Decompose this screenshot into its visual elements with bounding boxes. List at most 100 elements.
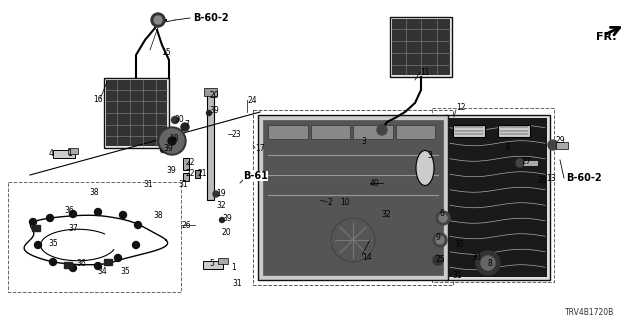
Text: 20: 20 bbox=[209, 91, 219, 100]
Text: 22: 22 bbox=[185, 169, 195, 178]
Bar bbox=[104, 78, 169, 148]
Bar bbox=[392, 19, 450, 75]
Circle shape bbox=[439, 214, 447, 222]
Circle shape bbox=[160, 129, 184, 153]
Circle shape bbox=[47, 214, 54, 221]
Bar bbox=[445, 115, 550, 280]
Text: 31: 31 bbox=[452, 271, 461, 281]
Text: 40: 40 bbox=[370, 179, 380, 188]
Bar bbox=[203, 261, 223, 269]
Circle shape bbox=[433, 233, 447, 247]
Circle shape bbox=[481, 256, 495, 270]
Circle shape bbox=[213, 191, 219, 197]
Circle shape bbox=[49, 259, 56, 266]
Circle shape bbox=[115, 254, 122, 261]
Text: 21: 21 bbox=[198, 169, 207, 178]
Bar bbox=[253, 110, 453, 285]
Text: 3: 3 bbox=[427, 150, 432, 159]
Text: 35: 35 bbox=[120, 267, 130, 276]
Circle shape bbox=[181, 123, 189, 131]
Text: 39: 39 bbox=[166, 165, 176, 174]
Circle shape bbox=[154, 16, 162, 24]
Text: 23: 23 bbox=[232, 130, 242, 139]
Circle shape bbox=[172, 116, 179, 124]
Text: TRV4B1720B: TRV4B1720B bbox=[565, 308, 614, 317]
Circle shape bbox=[151, 13, 165, 27]
Text: 39: 39 bbox=[222, 213, 232, 222]
Text: 30: 30 bbox=[471, 253, 481, 262]
Text: 31: 31 bbox=[232, 279, 242, 289]
Bar bbox=[263, 120, 443, 275]
Circle shape bbox=[95, 262, 102, 269]
Bar bbox=[68, 148, 78, 154]
Text: 2: 2 bbox=[327, 197, 332, 206]
Circle shape bbox=[433, 255, 443, 265]
Text: 7: 7 bbox=[184, 119, 189, 129]
Text: 15: 15 bbox=[161, 47, 171, 57]
Bar bbox=[556, 142, 568, 149]
Text: 4: 4 bbox=[49, 148, 54, 157]
Text: B-60-2: B-60-2 bbox=[193, 13, 228, 23]
Circle shape bbox=[220, 218, 225, 222]
Text: 29: 29 bbox=[556, 135, 566, 145]
Ellipse shape bbox=[416, 150, 434, 186]
Bar bbox=[183, 173, 189, 181]
Text: 32: 32 bbox=[381, 210, 390, 219]
Bar bbox=[268, 125, 307, 139]
Text: 28: 28 bbox=[538, 175, 547, 185]
Text: 38: 38 bbox=[89, 188, 99, 196]
Text: 30: 30 bbox=[174, 115, 184, 124]
Text: 3: 3 bbox=[361, 137, 366, 146]
Text: 34: 34 bbox=[97, 268, 107, 276]
Text: 12: 12 bbox=[456, 102, 465, 111]
Text: 22: 22 bbox=[185, 157, 195, 166]
Circle shape bbox=[377, 125, 387, 135]
Text: B-61: B-61 bbox=[243, 171, 268, 181]
Text: 19: 19 bbox=[216, 188, 226, 197]
Text: 30: 30 bbox=[454, 239, 464, 249]
Circle shape bbox=[132, 242, 140, 249]
Text: 9: 9 bbox=[436, 233, 441, 242]
Text: 10: 10 bbox=[340, 197, 349, 206]
Text: 31: 31 bbox=[143, 180, 152, 188]
Bar bbox=[396, 125, 435, 139]
Text: 27: 27 bbox=[521, 156, 531, 165]
Text: 39: 39 bbox=[209, 106, 219, 115]
Circle shape bbox=[161, 148, 166, 153]
Text: 6: 6 bbox=[440, 209, 445, 218]
Circle shape bbox=[476, 251, 500, 275]
Text: 18: 18 bbox=[169, 133, 179, 142]
Circle shape bbox=[168, 137, 176, 145]
Bar bbox=[310, 125, 350, 139]
Text: 11: 11 bbox=[420, 68, 429, 76]
Circle shape bbox=[134, 221, 141, 228]
Bar bbox=[195, 170, 200, 178]
Text: 26: 26 bbox=[181, 220, 191, 229]
Bar bbox=[64, 262, 72, 268]
Bar bbox=[207, 90, 214, 200]
Bar bbox=[53, 150, 75, 158]
Bar bbox=[498, 125, 530, 137]
Bar bbox=[106, 80, 167, 146]
Text: 20: 20 bbox=[222, 228, 232, 236]
Text: 1: 1 bbox=[231, 263, 236, 273]
Circle shape bbox=[70, 265, 77, 271]
Text: 25: 25 bbox=[436, 255, 445, 265]
Text: 8: 8 bbox=[487, 259, 492, 268]
Circle shape bbox=[548, 140, 558, 150]
Bar bbox=[453, 125, 485, 137]
Text: 3: 3 bbox=[504, 142, 509, 151]
Bar bbox=[218, 258, 228, 264]
Bar bbox=[353, 125, 392, 139]
Text: 37: 37 bbox=[68, 223, 77, 233]
Bar bbox=[204, 88, 217, 96]
Circle shape bbox=[29, 219, 36, 226]
Text: 16: 16 bbox=[93, 94, 102, 103]
Bar bbox=[8, 182, 181, 292]
Text: 14: 14 bbox=[362, 253, 372, 262]
Text: 35: 35 bbox=[48, 238, 58, 247]
Text: 5: 5 bbox=[209, 259, 214, 268]
Bar bbox=[104, 259, 112, 265]
Circle shape bbox=[436, 211, 450, 225]
Text: FR.: FR. bbox=[596, 32, 616, 42]
